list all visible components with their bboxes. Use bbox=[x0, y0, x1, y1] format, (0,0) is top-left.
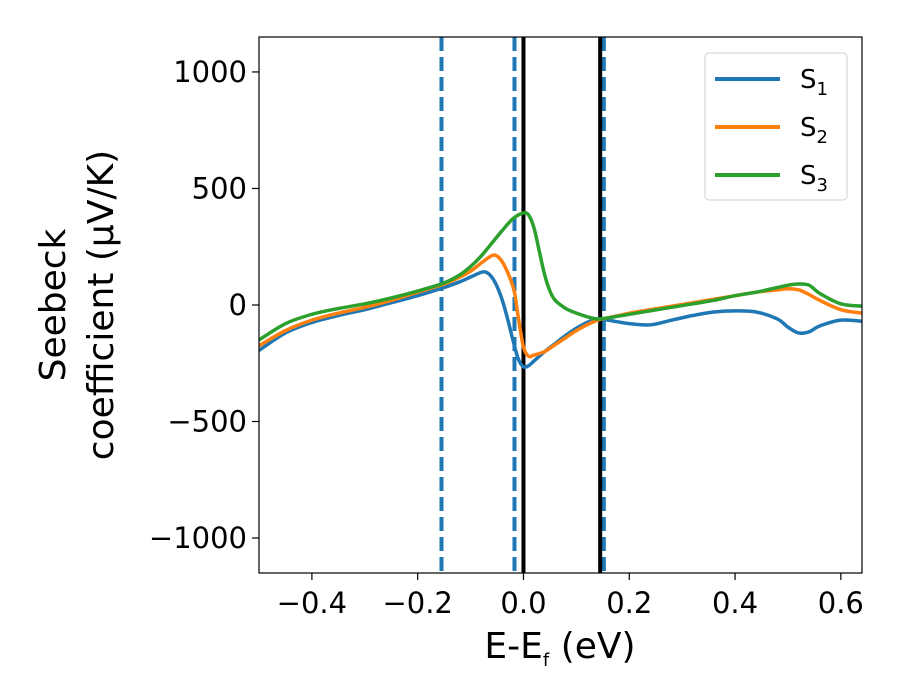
x-tick-label: −0.2 bbox=[382, 586, 452, 620]
legend-label-s3: S3 bbox=[800, 161, 828, 196]
reference-lines bbox=[439, 37, 606, 573]
y-tick-label: −500 bbox=[167, 405, 247, 439]
series-lines bbox=[259, 210, 862, 369]
x-axis-title: E-Ef (eV) bbox=[484, 626, 635, 671]
legend-label-s2: S2 bbox=[800, 113, 828, 148]
x-tick-label: −0.4 bbox=[277, 586, 347, 620]
y-tick-label: −1000 bbox=[149, 521, 247, 555]
y-axis-title-line1: Seebeck bbox=[33, 228, 74, 381]
series-line-s1 bbox=[259, 270, 862, 369]
legend: S1 S2 S3 bbox=[704, 52, 848, 201]
y-tick-label: 500 bbox=[192, 171, 247, 205]
y-axis: −1000 −500 0 500 1000 bbox=[149, 55, 259, 555]
x-tick-label: 0.4 bbox=[712, 586, 758, 620]
y-axis-title-line2: coefficient (μV/K) bbox=[81, 150, 122, 460]
series-line-s3 bbox=[259, 210, 862, 342]
x-tick-label: 0.2 bbox=[606, 586, 652, 620]
x-axis: −0.4 −0.2 0.0 0.2 0.4 0.6 bbox=[277, 573, 864, 620]
y-tick-label: 1000 bbox=[173, 55, 247, 89]
x-tick-label: 0.0 bbox=[500, 586, 546, 620]
y-axis-title: Seebeck coefficient (μV/K) bbox=[33, 150, 122, 460]
y-tick-label: 0 bbox=[229, 288, 247, 322]
legend-label-s1: S1 bbox=[800, 65, 828, 100]
x-tick-label: 0.6 bbox=[818, 586, 864, 620]
